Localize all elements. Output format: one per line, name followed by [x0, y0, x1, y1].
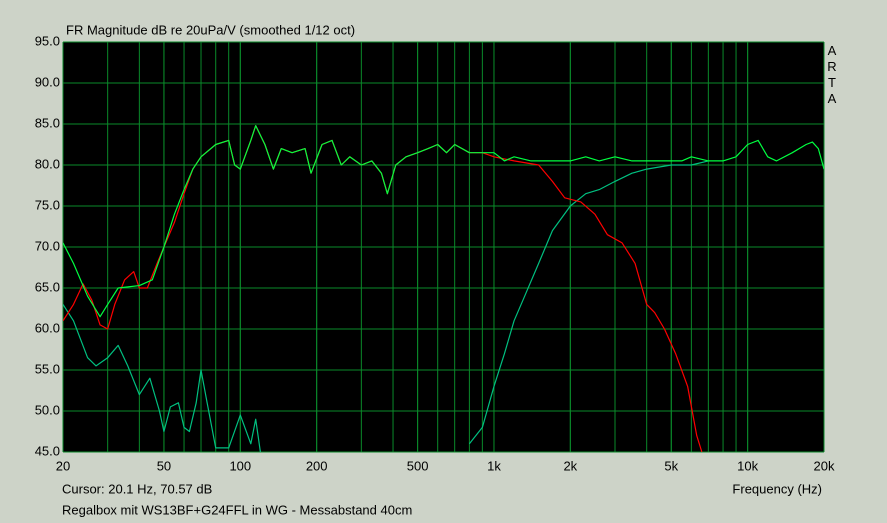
chart-title: FR Magnitude dB re 20uPa/V (smoothed 1/1… [66, 22, 355, 37]
caption: Regalbox mit WS13BF+G24FFL in WG - Messa… [62, 502, 412, 517]
x-tick-label: 50 [157, 458, 171, 473]
y-tick-label: 45.0 [35, 443, 60, 458]
y-tick-label: 95.0 [35, 33, 60, 48]
y-tick-label: 60.0 [35, 320, 60, 335]
y-tick-label: 65.0 [35, 279, 60, 294]
x-tick-label: 10k [737, 458, 758, 473]
x-axis-label: Frequency (Hz) [732, 481, 822, 496]
x-tick-label: 100 [229, 458, 251, 473]
x-tick-label: 500 [407, 458, 429, 473]
response-line [63, 125, 824, 318]
x-tick-label: 200 [306, 458, 328, 473]
y-tick-label: 85.0 [35, 115, 60, 130]
y-tick-label: 70.0 [35, 238, 60, 253]
y-tick-label: 75.0 [35, 197, 60, 212]
response-line [63, 160, 709, 452]
x-tick-label: 20k [814, 458, 835, 473]
x-tick-label: 2k [563, 458, 577, 473]
x-tick-label: 20 [56, 458, 70, 473]
y-tick-label: 55.0 [35, 361, 60, 376]
y-tick-label: 80.0 [35, 156, 60, 171]
x-tick-label: 5k [664, 458, 678, 473]
cursor-readout: Cursor: 20.1 Hz, 70.57 dB [62, 481, 212, 496]
x-tick-label: 1k [487, 458, 501, 473]
y-tick-label: 50.0 [35, 402, 60, 417]
y-tick-label: 90.0 [35, 74, 60, 89]
